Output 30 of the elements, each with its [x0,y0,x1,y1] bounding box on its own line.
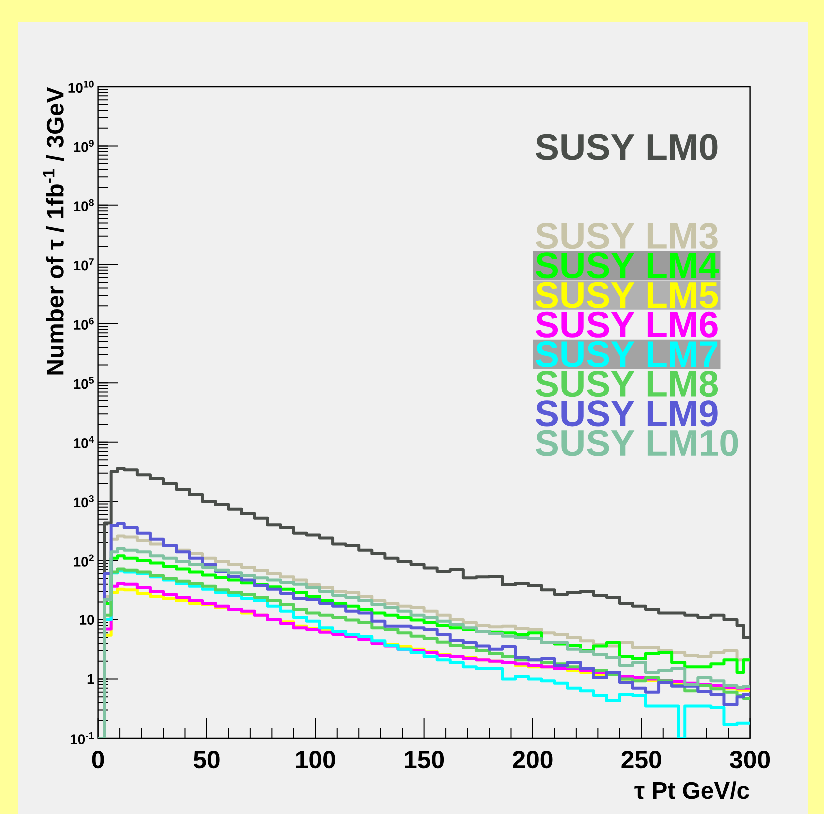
text: SUSY LM8 [536,371,718,398]
text: SUSY LM4 [536,252,720,279]
text: SUSY LM10 [536,430,738,456]
text: SUSY LM3 [536,223,718,250]
x-tick-label: 150 [405,751,444,769]
y-tick-label: 1 [88,674,94,684]
text: SUSY LM0 [536,134,718,160]
y-tick-label: 10$^{7}$ [74,258,94,271]
x-tick-label: 50 [194,751,220,769]
x-tick-label: 200 [513,751,553,769]
y-tick-label: 10$^{10}$ [68,80,94,94]
y-tick-label: 10$^{6}$ [74,318,94,330]
text: SUSY LM5 [536,282,718,308]
y-tick-label: 10$^{4}$ [74,436,94,448]
y-tick-label: 10 [80,615,94,625]
x-tick-label: 100 [296,751,336,769]
y-tick-label: 10$^{2}$ [74,554,94,567]
y-axis-title: Number of τ / 1fb$^{-1}$ / 3GeV [43,87,64,375]
x-tick-label: 300 [730,751,770,769]
text: SUSY LM9 [536,400,718,427]
x-tick-label: 250 [622,751,662,769]
y-tick-label: 10$^{8}$ [74,199,94,212]
y-tick-label: 10$^{-1}$ [70,732,94,745]
text: SUSY LM7 [536,341,718,368]
y-tick-label: 10$^{5}$ [74,377,94,390]
text: SUSY LM6 [536,312,718,338]
x-tick-label: 0 [92,751,104,769]
y-tick-label: 10$^{3}$ [74,496,94,508]
y-tick-label: 10$^{9}$ [74,140,94,152]
x-axis-title: τ Pt GeV/c [634,782,750,800]
